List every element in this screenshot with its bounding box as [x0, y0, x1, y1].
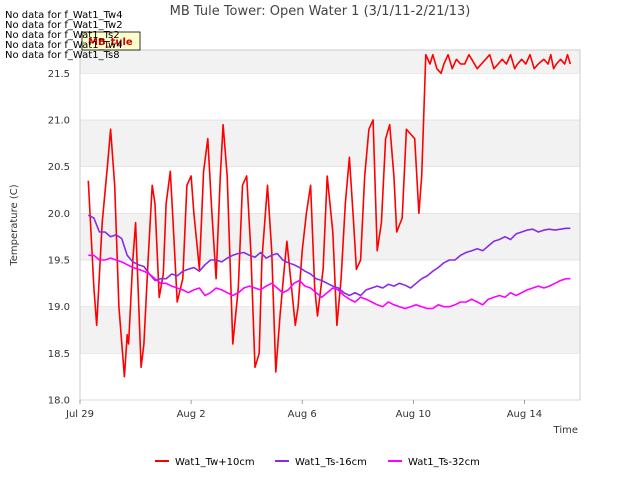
x-tick-label: Aug 10: [396, 409, 431, 420]
series-line-wat1-tw-10cm: [87, 53, 572, 378]
grid-band: [80, 120, 580, 167]
series-lines: [87, 53, 572, 378]
y-tick-label: 21.0: [48, 116, 70, 127]
y-tick-label: 21.5: [48, 69, 70, 80]
chart-title: MB Tule Tower: Open Water 1 (3/1/11-2/21…: [170, 4, 471, 19]
legend: Wat1_Tw+10cm Wat1_Ts-16cm Wat1_Ts-32cm: [155, 457, 480, 468]
x-axis: Jul 29 Aug 2 Aug 6 Aug 10 Aug 14: [65, 400, 542, 420]
y-tick-label: 18.0: [48, 396, 70, 407]
x-tick-label: Aug 2: [177, 409, 206, 420]
y-tick-label: 20.5: [48, 162, 70, 173]
grid-band: [80, 50, 580, 74]
y-tick-label: 18.5: [48, 349, 70, 360]
legend-label: Wat1_Ts-16cm: [295, 457, 367, 468]
y-tick-label: 20.0: [48, 209, 70, 220]
grid-band: [80, 260, 580, 307]
plot-background-bands: [80, 50, 580, 400]
tag-box-frame: [81, 31, 141, 51]
y-axis: 18.0 18.5 19.0 19.5 20.0 20.5 21.0 21.5: [48, 69, 580, 407]
y-tick-label: 19.0: [48, 302, 70, 313]
no-data-message: No data for f_Wat1_Tw4: [5, 10, 123, 21]
y-tick-label: 19.5: [48, 256, 70, 267]
grid-band: [80, 213, 580, 260]
series-line-wat1-ts-16cm: [87, 214, 571, 297]
grid-band: [80, 73, 580, 120]
grid-band: [80, 306, 580, 354]
legend-label: Wat1_Ts-32cm: [408, 457, 480, 468]
grid-band: [80, 353, 580, 400]
x-tick-label: Aug 6: [288, 409, 317, 420]
legend-label: Wat1_Tw+10cm: [175, 457, 255, 468]
y-axis-label: Temperature (C): [9, 184, 20, 266]
no-data-message: No data for f_Wat1_Ts2: [5, 30, 120, 41]
no-data-message: No data for f_Wat1_Tw4: [5, 40, 123, 51]
series-line-wat1-ts-32cm: [88, 254, 571, 310]
no-data-message: No data for f_Wat1_Tw2: [5, 20, 123, 31]
x-tick-label: Jul 29: [65, 409, 94, 420]
x-axis-label: Time: [553, 425, 578, 436]
tag-label: MB_tule: [88, 37, 133, 48]
no-data-message: No data for f_Wat1_Ts8: [5, 50, 120, 61]
x-tick-label: Aug 14: [507, 409, 542, 420]
tag-box: MB_tule: [81, 31, 141, 51]
